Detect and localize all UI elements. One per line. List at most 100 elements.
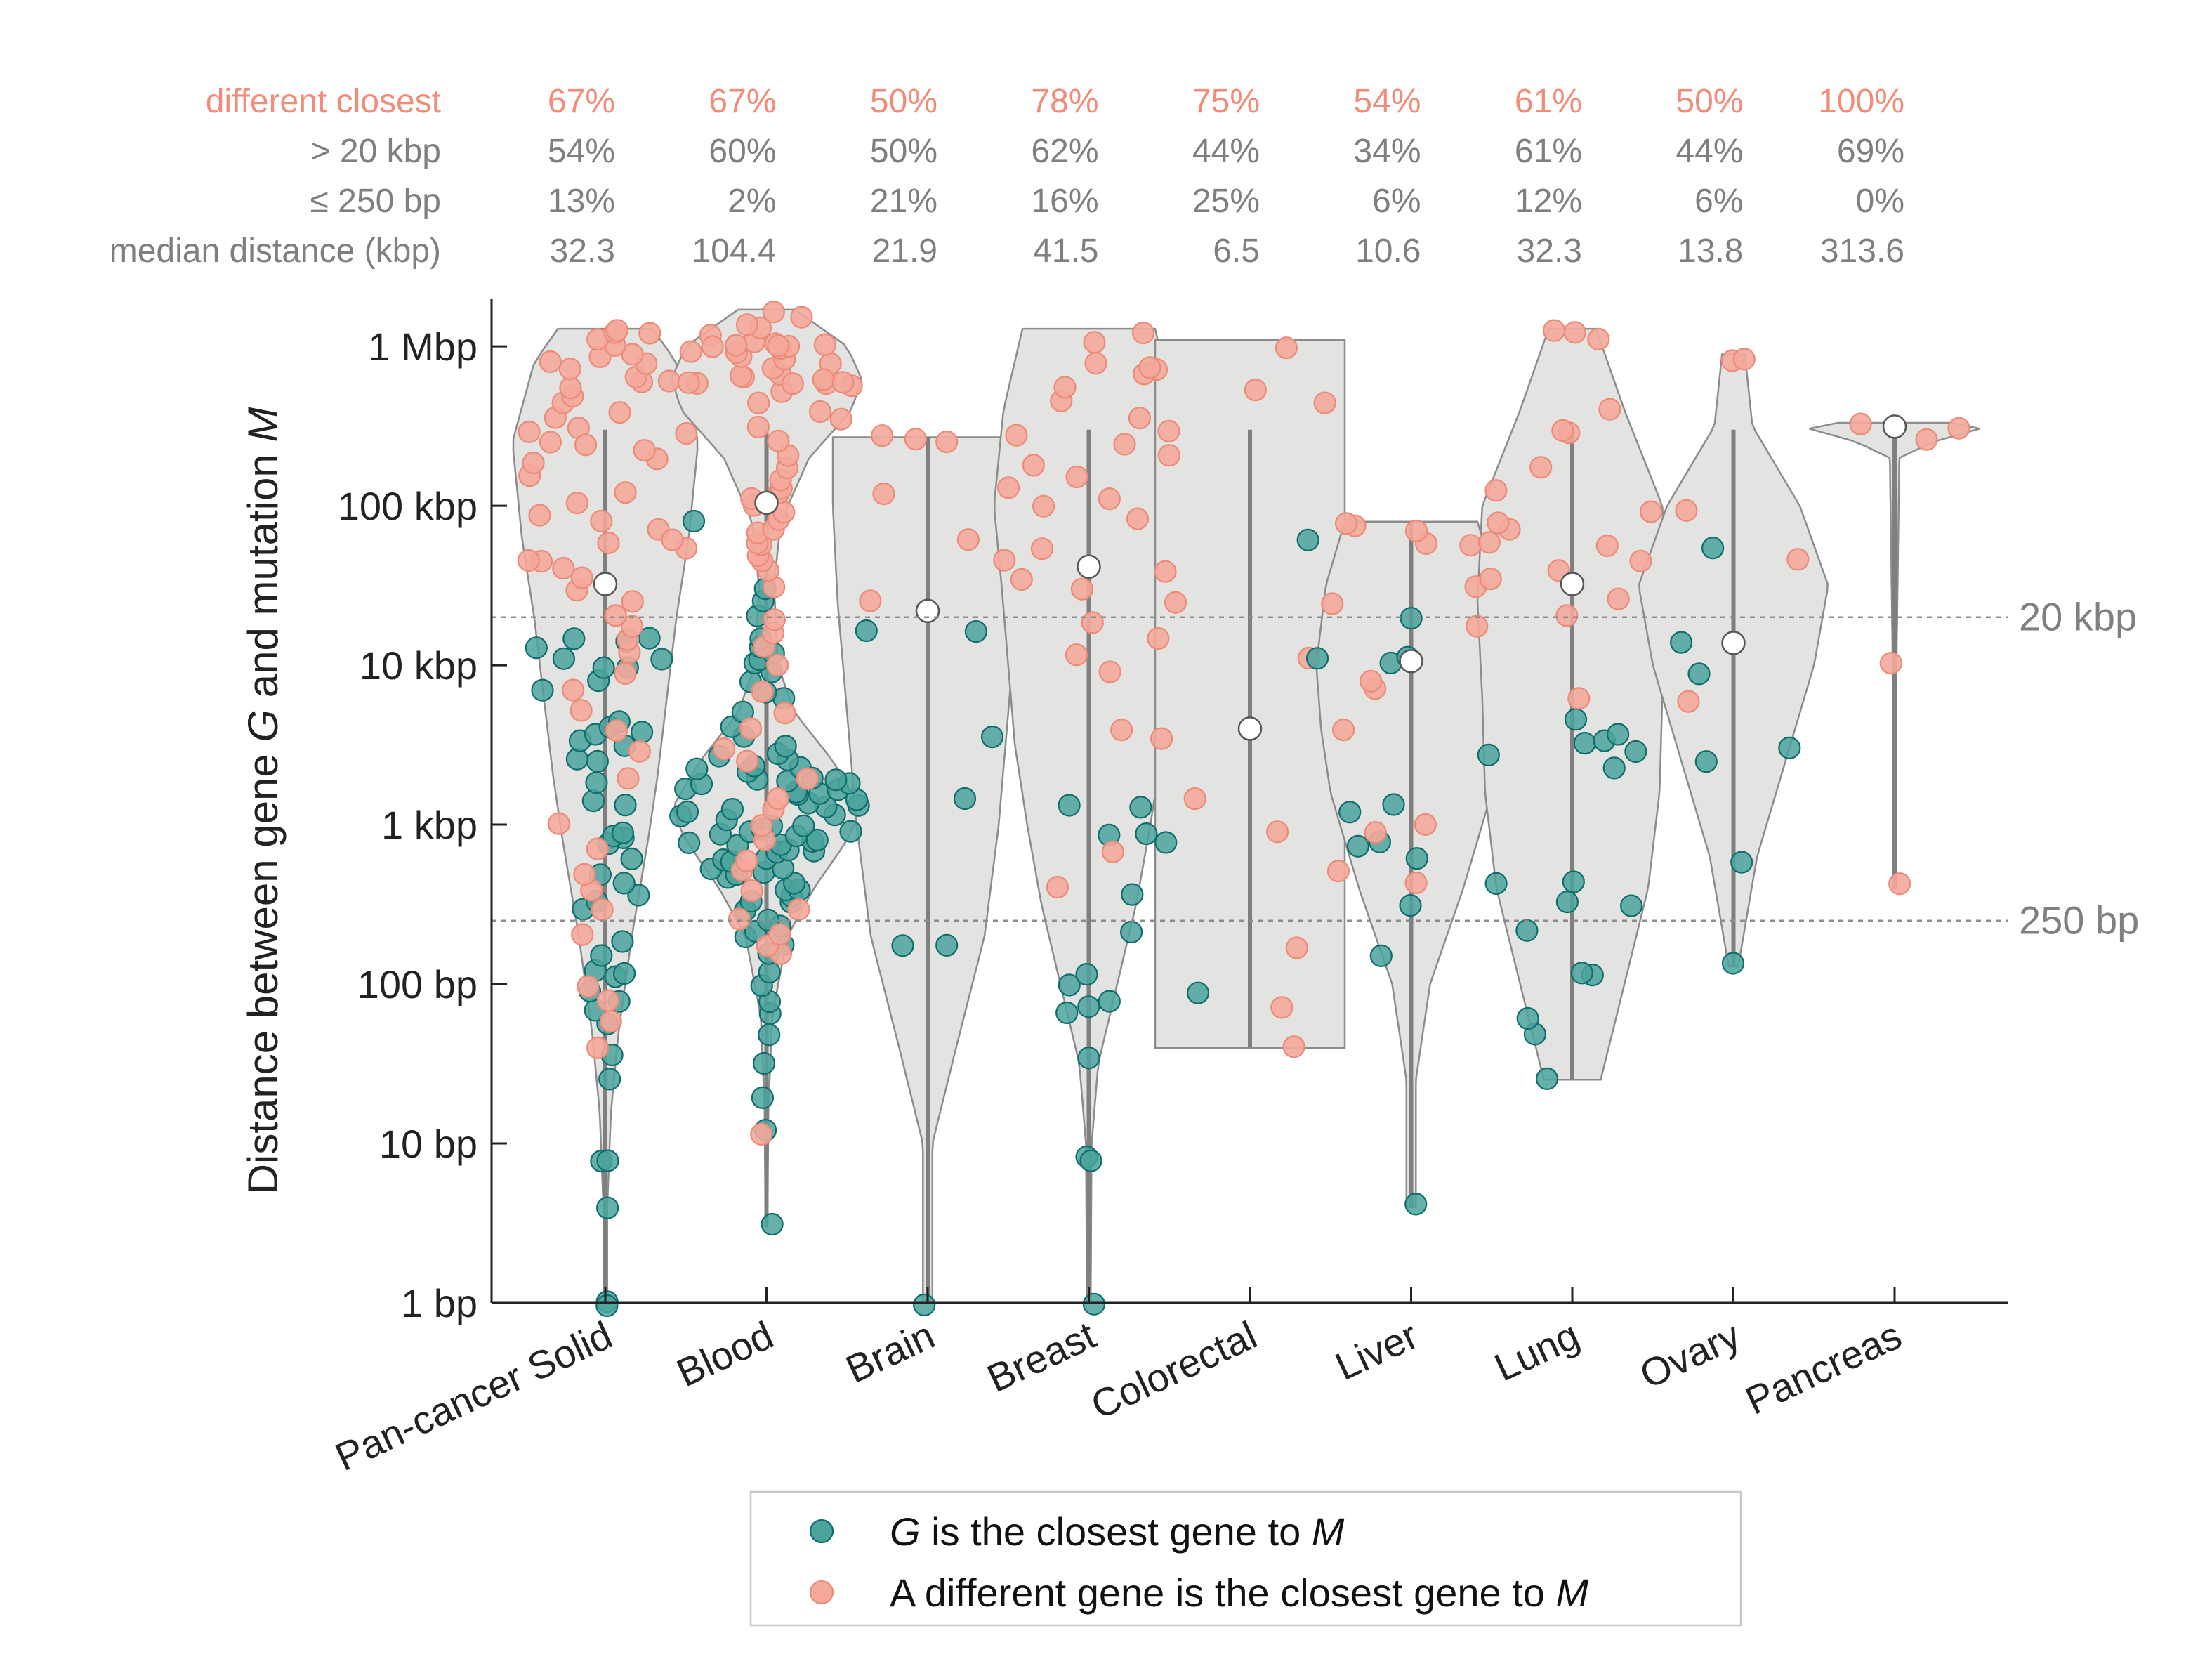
point-different-1-5: [787, 898, 810, 922]
point-different-5-4: [1359, 669, 1383, 693]
point-closest-5-11: [1400, 607, 1423, 630]
median-marker-3: [1077, 554, 1101, 579]
x-tick-label-5: Liver: [1329, 1313, 1425, 1389]
point-closest-6-5: [1515, 919, 1539, 942]
stats-value-0-5: 54%: [1353, 83, 1421, 120]
stats-value-2-5: 6%: [1372, 183, 1421, 220]
point-different-1-12: [766, 787, 790, 811]
stats-value-0-1: 67%: [709, 83, 776, 120]
point-different-6-8: [1595, 534, 1619, 558]
point-closest-0-5: [598, 1068, 621, 1091]
point-closest-2-6: [855, 619, 878, 643]
point-different-0-55: [638, 322, 661, 345]
point-different-8-3: [1947, 417, 1970, 440]
point-different-7-1: [1786, 548, 1810, 571]
point-different-3-30: [1083, 331, 1106, 354]
point-closest-4-2: [1296, 528, 1319, 551]
x-tick-label-4: Colorectal: [1084, 1313, 1263, 1428]
stats-value-0-0: 67%: [548, 83, 615, 120]
y-tick-label-4: 10 kbp: [360, 643, 478, 688]
point-different-3-31: [1131, 322, 1155, 345]
point-closest-2-0: [913, 1293, 936, 1317]
y-tick-label-1: 10 bp: [379, 1122, 478, 1166]
stats-row-label-1: > 20 kbp: [311, 133, 441, 170]
point-different-2-6: [871, 424, 894, 447]
point-different-1-49: [729, 365, 753, 388]
point-different-3-17: [1065, 465, 1088, 489]
stats-value-3-4: 6.5: [1213, 232, 1260, 270]
point-different-3-0: [1150, 727, 1173, 750]
point-different-0-0: [586, 1036, 610, 1060]
point-closest-0-46: [562, 627, 586, 650]
point-different-6-16: [1551, 419, 1574, 442]
stats-value-3-5: 10.6: [1355, 232, 1421, 270]
point-different-5-7: [1404, 519, 1428, 542]
point-closest-0-40: [592, 656, 615, 679]
point-different-1-8: [735, 849, 758, 872]
stats-value-2-0: 13%: [548, 183, 615, 220]
point-closest-0-18: [627, 884, 650, 907]
point-different-1-13: [796, 767, 819, 790]
point-different-8-0: [1888, 872, 1911, 896]
point-closest-6-13: [1573, 731, 1596, 755]
stats-value-2-6: 12%: [1515, 183, 1582, 220]
point-different-0-30: [565, 491, 588, 515]
point-closest-5-3: [1405, 847, 1428, 870]
stats-value-2-2: 21%: [870, 183, 937, 220]
point-different-8-4: [1849, 412, 1872, 435]
stats-value-0-8: 100%: [1818, 83, 1904, 120]
stats-value-1-3: 62%: [1031, 133, 1098, 170]
point-different-3-23: [1128, 407, 1152, 430]
median-marker-1: [754, 490, 779, 516]
point-different-6-20: [1543, 319, 1566, 342]
point-closest-0-43: [525, 636, 548, 660]
point-different-6-11: [1487, 511, 1510, 535]
point-different-1-44: [747, 391, 770, 414]
point-different-4-6: [1331, 718, 1355, 742]
point-closest-1-45: [792, 814, 815, 837]
point-closest-7-3: [1778, 736, 1801, 760]
point-different-1-63: [762, 301, 785, 324]
point-different-0-38: [518, 420, 541, 444]
legend-label-0-mid: is the closest gene to: [921, 1509, 1312, 1554]
stats-value-3-1: 104.4: [692, 232, 776, 270]
point-different-3-5: [1065, 643, 1088, 667]
point-closest-0-14: [590, 944, 613, 967]
point-different-3-1: [1110, 719, 1133, 742]
legend-label-1: A different gene is the closest gene to …: [890, 1571, 1589, 1615]
point-different-1-42: [829, 407, 852, 431]
point-closest-3-9: [1119, 920, 1143, 944]
legend-box: [749, 1490, 1742, 1627]
point-different-4-1: [1270, 996, 1293, 1019]
stats-value-0-7: 50%: [1676, 83, 1743, 120]
point-closest-0-34: [630, 721, 654, 744]
point-different-3-13: [1126, 507, 1150, 530]
stats-value-1-6: 61%: [1515, 133, 1582, 170]
point-different-3-6: [1147, 627, 1170, 650]
legend-label-1-pre: A different gene is the closest gene to: [890, 1571, 1556, 1615]
point-closest-7-0: [1721, 952, 1745, 975]
point-different-0-57: [661, 528, 684, 551]
stats-value-1-4: 44%: [1192, 133, 1260, 170]
point-closest-3-2: [1079, 1149, 1102, 1172]
point-closest-1-22: [782, 872, 806, 895]
point-different-8-2: [1915, 428, 1938, 451]
point-different-0-23: [552, 556, 575, 580]
y-tick-label-3: 1 kbp: [381, 803, 478, 847]
point-different-3-15: [1098, 487, 1121, 511]
point-different-0-35: [633, 439, 656, 462]
stats-value-3-7: 13.8: [1678, 232, 1743, 270]
point-closest-7-1: [1730, 851, 1753, 874]
point-different-0-59: [574, 433, 598, 457]
stats-value-3-6: 32.3: [1517, 232, 1582, 270]
stats-value-3-8: 313.6: [1820, 232, 1904, 270]
point-closest-0-1: [595, 1294, 619, 1318]
point-closest-6-15: [1607, 723, 1630, 746]
point-closest-1-3: [752, 1051, 776, 1075]
stats-value-0-2: 50%: [870, 83, 937, 120]
point-different-1-4: [728, 907, 751, 931]
median-marker-2: [915, 598, 940, 624]
stats-value-2-8: 0%: [1856, 183, 1904, 220]
stats-value-3-0: 32.3: [550, 232, 615, 270]
point-closest-2-4: [980, 725, 1004, 749]
